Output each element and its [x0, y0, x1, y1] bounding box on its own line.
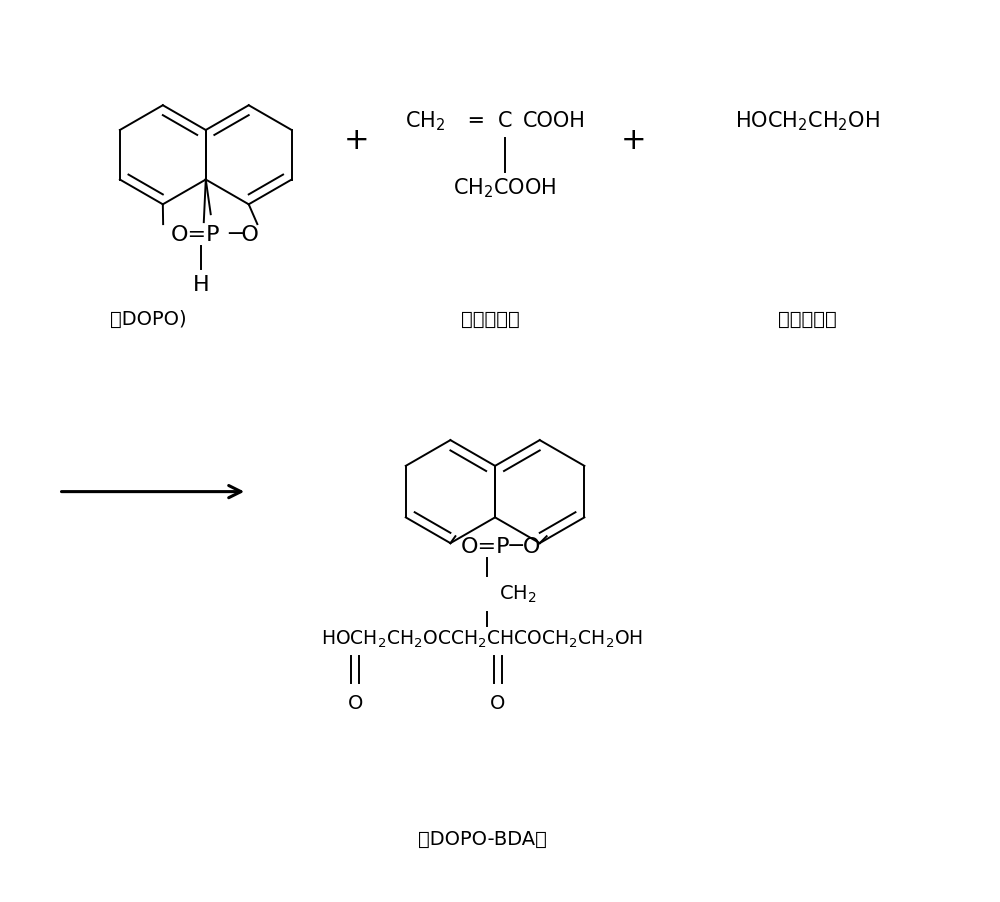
Text: （DOPO): （DOPO): [110, 309, 186, 328]
Text: O=P─O: O=P─O: [460, 537, 541, 557]
Text: +: +: [343, 126, 369, 155]
Text: （乙二醇）: （乙二醇）: [778, 309, 837, 328]
Text: CH$_2$: CH$_2$: [405, 109, 445, 133]
Text: CH$_2$COOH: CH$_2$COOH: [453, 177, 557, 200]
Text: HOCH$_2$CH$_2$OCCH$_2$CHCOCH$_2$CH$_2$OH: HOCH$_2$CH$_2$OCCH$_2$CHCOCH$_2$CH$_2$OH: [321, 628, 643, 649]
Text: O: O: [348, 694, 363, 713]
Text: CH$_2$: CH$_2$: [499, 584, 537, 604]
Text: O: O: [490, 694, 506, 713]
Text: +: +: [621, 126, 647, 155]
Text: （衣康酸）: （衣康酸）: [461, 309, 519, 328]
Text: ═: ═: [469, 111, 482, 131]
Text: COOH: COOH: [523, 111, 586, 131]
Text: HOCH$_2$CH$_2$OH: HOCH$_2$CH$_2$OH: [735, 109, 880, 133]
Text: H: H: [193, 274, 209, 294]
Text: O=P: O=P: [171, 225, 221, 244]
Text: ─O: ─O: [229, 225, 259, 244]
Text: C: C: [498, 111, 512, 131]
Text: （DOPO-BDA）: （DOPO-BDA）: [418, 829, 547, 848]
